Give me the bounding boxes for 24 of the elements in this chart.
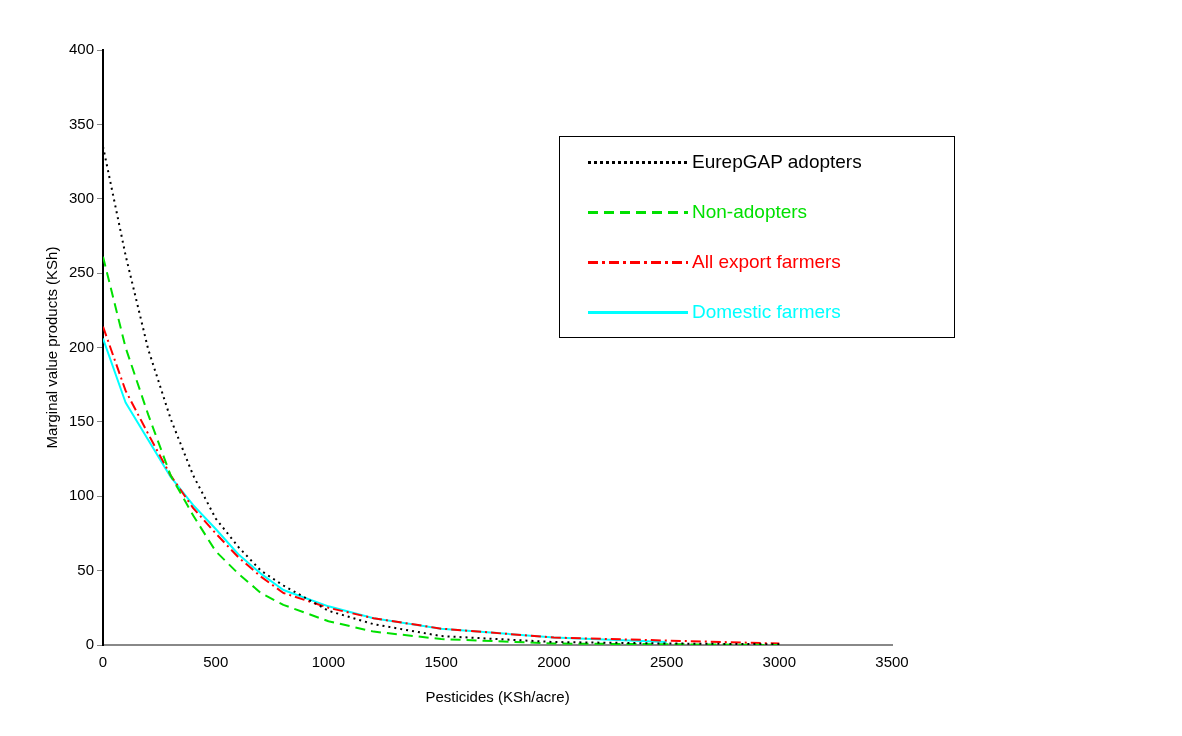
y-tick-label: 250 <box>69 263 95 281</box>
y-tick-label: 150 <box>69 412 95 430</box>
y-tick-label: 300 <box>69 188 95 206</box>
x-tick-label: 1500 <box>424 653 458 671</box>
text: Domestic farmers <box>692 301 841 323</box>
x-tick-label: 500 <box>203 653 229 671</box>
x-tick-label: 3000 <box>762 653 796 671</box>
y-tick-label: 50 <box>77 560 95 578</box>
y-tick-label: 350 <box>69 114 95 132</box>
text: EurepGAP adopters <box>692 151 862 173</box>
x-tick-label: 1000 <box>311 653 346 671</box>
x-tick-label: 2500 <box>649 653 684 671</box>
text: Non-adopters <box>692 201 808 223</box>
x-axis-title: Pesticides (KSh/acre) <box>425 688 570 706</box>
text: All export farmers <box>692 251 841 273</box>
y-axis-title: Marginal value products (KSh) <box>43 246 61 449</box>
y-tick-label: 0 <box>85 635 95 653</box>
y-tick-label: 200 <box>69 337 95 355</box>
x-tick-label: 0 <box>98 653 108 671</box>
y-tick-label: 100 <box>69 486 95 504</box>
line-series <box>103 325 781 645</box>
y-tick-label: 400 <box>69 40 95 58</box>
x-tick-label: 3500 <box>875 653 909 671</box>
x-tick-label: 2000 <box>537 653 571 671</box>
